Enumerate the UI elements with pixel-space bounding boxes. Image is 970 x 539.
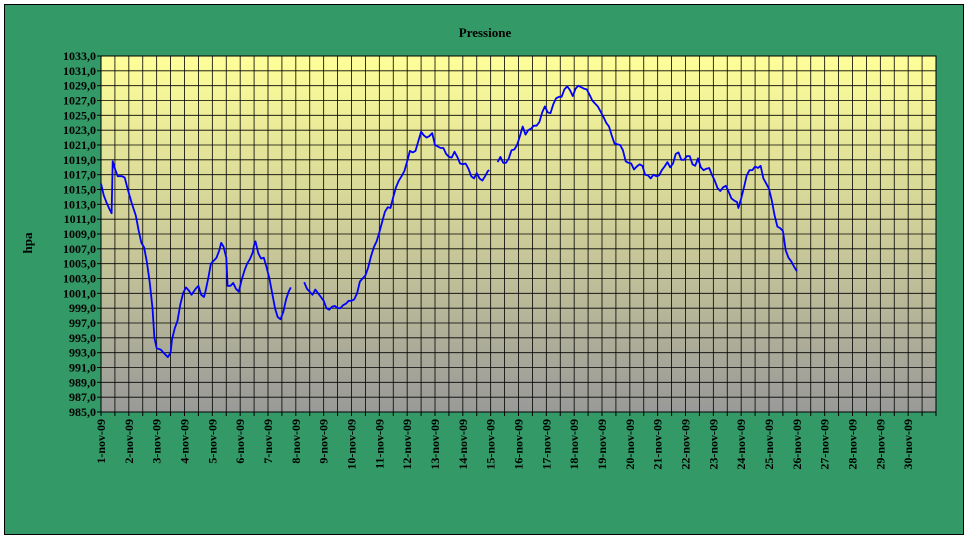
x-tick-label: 29-nov-09 [873,419,887,470]
y-tick-label: 989,0 [69,375,96,389]
y-axis-label: hpa [20,232,35,253]
x-tick-label: 10-nov-09 [345,419,359,470]
x-tick-label: 17-nov-09 [539,419,553,470]
pressure-chart: Pressione 1033,01031,01029,01027,01025,0… [20,25,937,470]
y-tick-label: 1005,0 [63,257,96,271]
y-tick-label: 1015,0 [63,183,96,197]
x-tick-label: 1-nov-09 [94,419,108,464]
pressure-line [303,130,490,311]
x-tick-label: 28-nov-09 [846,419,860,470]
x-tick-label: 18-nov-09 [567,419,581,470]
x-tick-label: 16-nov-09 [512,419,526,470]
y-tick-label: 1013,0 [63,197,96,211]
x-tick-label: 2-nov-09 [122,419,136,464]
y-axis-ticks: 1033,01031,01029,01027,01025,01023,01021… [63,49,101,419]
y-tick-label: 1023,0 [63,123,96,137]
y-tick-label: 999,0 [69,301,96,315]
y-tick-label: 1003,0 [63,272,96,286]
x-tick-label: 22-nov-09 [679,419,693,470]
y-tick-label: 1027,0 [63,94,96,108]
x-tick-label: 24-nov-09 [734,419,748,470]
y-tick-label: 1011,0 [64,212,96,226]
pressure-line [496,84,798,272]
y-tick-label: 1031,0 [63,64,96,78]
x-tick-label: 27-nov-09 [818,419,832,470]
y-tick-label: 1001,0 [63,286,96,300]
x-tick-label: 11-nov-09 [372,419,386,469]
y-tick-label: 1033,0 [63,49,96,63]
x-tick-label: 14-nov-09 [456,419,470,470]
series-lines [100,84,798,359]
x-tick-label: 19-nov-09 [595,419,609,470]
x-tick-label: 4-nov-09 [178,419,192,464]
chart-title: Pressione [459,25,512,40]
pressure-line [100,160,292,359]
y-tick-label: 985,0 [69,405,96,419]
x-tick-label: 7-nov-09 [261,419,275,464]
x-tick-label: 20-nov-09 [623,419,637,470]
x-tick-label: 9-nov-09 [317,419,331,464]
y-tick-label: 1007,0 [63,242,96,256]
y-tick-label: 1019,0 [63,153,96,167]
x-tick-label: 21-nov-09 [651,419,665,470]
chart-frame: Pressione 1033,0 1031,0 1029,0 1027,0 1025,0… [4,4,964,535]
x-tick-label: 8-nov-09 [289,419,303,464]
x-tick-label: 15-nov-09 [484,419,498,470]
x-tick-label: 6-nov-09 [233,419,247,464]
x-tick-label: 12-nov-09 [400,419,414,470]
y-tick-label: 1025,0 [63,108,96,122]
y-tick-label: 1021,0 [63,138,96,152]
y-tick-label: 991,0 [69,361,96,375]
y-tick-label: 987,0 [69,390,96,404]
x-tick-label: 3-nov-09 [150,419,164,464]
x-tick-label: 26-nov-09 [790,419,804,470]
x-tick-label: 23-nov-09 [706,419,720,470]
x-tick-label: 25-nov-09 [762,419,776,470]
y-tick-label: 1029,0 [63,79,96,93]
y-tick-label: 993,0 [69,346,96,360]
x-tick-label: 30-nov-09 [901,419,915,470]
y-tick-label: 997,0 [69,316,96,330]
y-tick-label: 1009,0 [63,227,96,241]
x-axis-ticks: 1-nov-09 2-nov-09 3-nov-09 4-nov-09 5-nov-09… [94,412,937,470]
x-tick-label: 5-nov-09 [205,419,219,464]
y-tick-label: 995,0 [69,331,96,345]
x-tick-label: 13-nov-09 [428,419,442,470]
gridlines [100,55,937,413]
y-tick-label: 1017,0 [63,168,96,182]
